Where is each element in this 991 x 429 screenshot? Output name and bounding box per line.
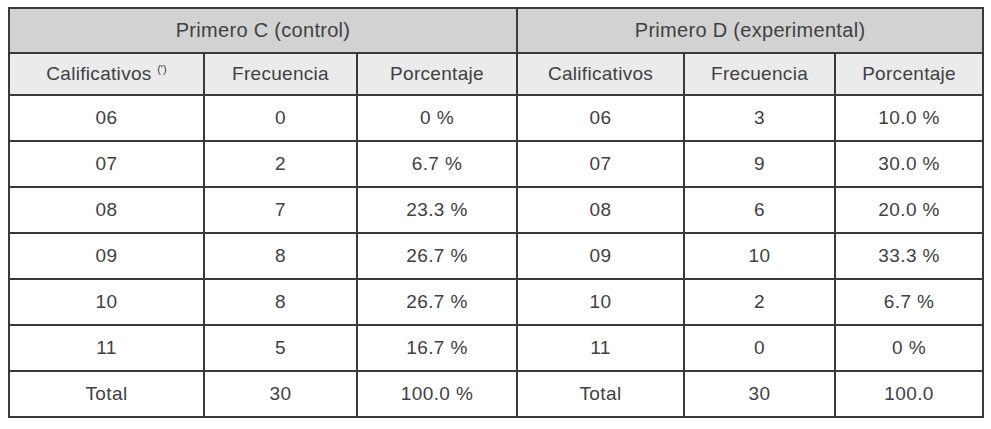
table-cell: 0 % (357, 95, 517, 141)
column-header-frecuencia-experimental: Frecuencia (684, 53, 835, 95)
table-cell: 26.7 % (357, 233, 517, 279)
table-cell: 7 (204, 187, 357, 233)
table-cell: 10 (517, 279, 684, 325)
table-row: 10 8 26.7 % 10 2 6.7 % (9, 279, 983, 325)
table-row: 11 5 16.7 % 11 0 0 % (9, 325, 983, 371)
table-cell: 30 (684, 371, 835, 417)
footnote-marker: (') (157, 63, 166, 75)
table-cell: 3 (684, 95, 835, 141)
table-cell: 10.0 % (835, 95, 983, 141)
table-cell: Total (9, 371, 204, 417)
table-row: 07 2 6.7 % 07 9 30.0 % (9, 141, 983, 187)
table-cell: 08 (9, 187, 204, 233)
table-cell: 07 (9, 141, 204, 187)
group-header-row: Primero C (control) Primero D (experimen… (9, 8, 983, 53)
table-cell: 30.0 % (835, 141, 983, 187)
table-cell: 33.3 % (835, 233, 983, 279)
group-header-experimental: Primero D (experimental) (517, 8, 983, 53)
table-row: 08 7 23.3 % 08 6 20.0 % (9, 187, 983, 233)
table-cell: 100.0 (835, 371, 983, 417)
table-cell: Total (517, 371, 684, 417)
table-cell: 16.7 % (357, 325, 517, 371)
table-cell: 100.0 % (357, 371, 517, 417)
table-cell: 26.7 % (357, 279, 517, 325)
table-cell: 20.0 % (835, 187, 983, 233)
table-cell: 11 (9, 325, 204, 371)
frequency-comparison-table: Primero C (control) Primero D (experimen… (8, 7, 984, 418)
group-header-control: Primero C (control) (9, 8, 517, 53)
table-row-total: Total 30 100.0 % Total 30 100.0 (9, 371, 983, 417)
table-cell: 09 (517, 233, 684, 279)
table-cell: 11 (517, 325, 684, 371)
table-row: 09 8 26.7 % 09 10 33.3 % (9, 233, 983, 279)
table-cell: 06 (517, 95, 684, 141)
table-cell: 0 (684, 325, 835, 371)
table-cell: 06 (9, 95, 204, 141)
table-cell: 0 % (835, 325, 983, 371)
table-cell: 6.7 % (835, 279, 983, 325)
column-header-porcentaje-experimental: Porcentaje (835, 53, 983, 95)
table-cell: 30 (204, 371, 357, 417)
table-cell: 0 (204, 95, 357, 141)
page: Primero C (control) Primero D (experimen… (0, 0, 991, 429)
table-cell: 23.3 % (357, 187, 517, 233)
column-header-frecuencia-control: Frecuencia (204, 53, 357, 95)
column-header-calificativos-experimental: Calificativos (517, 53, 684, 95)
column-header-porcentaje-control: Porcentaje (357, 53, 517, 95)
table-cell: 09 (9, 233, 204, 279)
column-header-row: Calificativos (') Frecuencia Porcentaje … (9, 53, 983, 95)
table-cell: 2 (204, 141, 357, 187)
table-cell: 10 (9, 279, 204, 325)
table-cell: 6 (684, 187, 835, 233)
table-cell: 6.7 % (357, 141, 517, 187)
column-header-label: Calificativos (46, 63, 151, 84)
table-cell: 2 (684, 279, 835, 325)
table-cell: 10 (684, 233, 835, 279)
column-header-calificativos-control: Calificativos (') (9, 53, 204, 95)
table-row: 06 0 0 % 06 3 10.0 % (9, 95, 983, 141)
table-cell: 5 (204, 325, 357, 371)
table-cell: 08 (517, 187, 684, 233)
table-cell: 9 (684, 141, 835, 187)
table-cell: 8 (204, 233, 357, 279)
table-cell: 8 (204, 279, 357, 325)
table-cell: 07 (517, 141, 684, 187)
